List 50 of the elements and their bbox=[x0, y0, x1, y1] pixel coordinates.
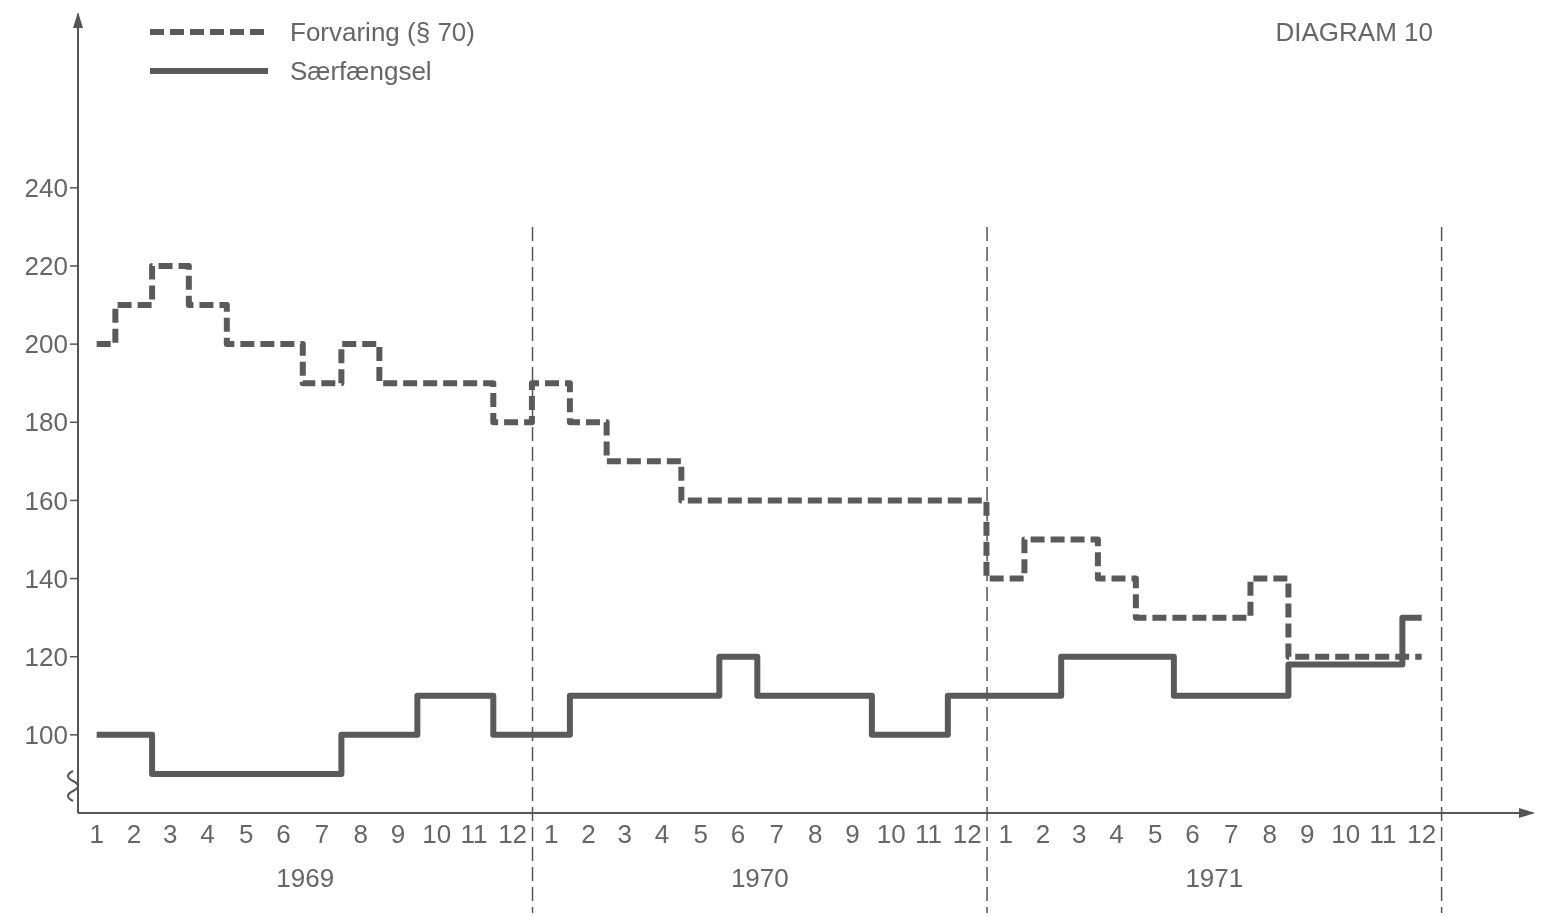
y-tick-label: 120 bbox=[24, 641, 68, 672]
y-tick-label: 200 bbox=[24, 329, 68, 360]
x-tick-label: 11 bbox=[460, 819, 488, 849]
x-tick-label: 2 bbox=[581, 819, 596, 849]
x-tick-label: 2 bbox=[126, 819, 142, 849]
y-tick-label: 140 bbox=[24, 563, 68, 594]
x-tick-label: 6 bbox=[1185, 819, 1200, 849]
x-tick-label: 10 bbox=[422, 819, 452, 849]
y-tick-label: 180 bbox=[24, 407, 68, 438]
x-tick-label: 5 bbox=[238, 819, 254, 849]
x-tick-label: 12 bbox=[952, 819, 982, 849]
x-tick-label: 4 bbox=[654, 819, 670, 849]
x-tick-label: 5 bbox=[693, 819, 708, 849]
x-tick-label: 4 bbox=[200, 819, 215, 849]
x-tick-label: 8 bbox=[807, 819, 823, 849]
text: 1970 bbox=[730, 863, 789, 893]
text: 1969 bbox=[276, 863, 335, 893]
legend-label: Særfængsel bbox=[290, 56, 432, 87]
x-tick-label: 7 bbox=[1223, 819, 1239, 849]
x-tick-label: 7 bbox=[314, 819, 330, 849]
text: 1971 bbox=[1185, 863, 1244, 893]
x-tick-label: 9 bbox=[845, 819, 860, 849]
y-tick-label: 240 bbox=[24, 172, 68, 203]
x-tick-label: 11 bbox=[1369, 819, 1397, 849]
legend-label: Forvaring (§ 70) bbox=[290, 17, 475, 48]
x-tick-label: 1 bbox=[89, 819, 104, 849]
x-tick-label: 6 bbox=[730, 819, 746, 849]
x-tick-label: 5 bbox=[1147, 819, 1163, 849]
x-tick-label: 9 bbox=[390, 819, 406, 849]
x-tick-label: 12 bbox=[498, 819, 528, 849]
x-tick-label: 12 bbox=[1407, 819, 1437, 849]
x-tick-label: 3 bbox=[617, 819, 632, 849]
x-tick-label: 2 bbox=[1035, 819, 1051, 849]
chart-title: DIAGRAM 10 bbox=[1275, 17, 1433, 48]
x-tick-label: 3 bbox=[162, 819, 178, 849]
x-tick-label: 3 bbox=[1071, 819, 1087, 849]
x-tick-label: 11 bbox=[915, 819, 943, 849]
x-tick-label: 10 bbox=[1331, 819, 1361, 849]
x-tick-label: 8 bbox=[353, 819, 368, 849]
x-tick-label: 10 bbox=[876, 819, 906, 849]
x-tick-label: 7 bbox=[769, 819, 784, 849]
x-tick-label: 4 bbox=[1109, 819, 1124, 849]
y-tick-label: 220 bbox=[24, 251, 68, 282]
x-tick-label: 6 bbox=[276, 819, 291, 849]
y-tick-label: 160 bbox=[24, 485, 68, 516]
x-tick-label: 8 bbox=[1262, 819, 1277, 849]
x-tick-label: 1 bbox=[543, 819, 559, 849]
y-tick-label: 100 bbox=[24, 719, 68, 750]
x-tick-label: 9 bbox=[1299, 819, 1315, 849]
x-tick-label: 1 bbox=[998, 819, 1013, 849]
